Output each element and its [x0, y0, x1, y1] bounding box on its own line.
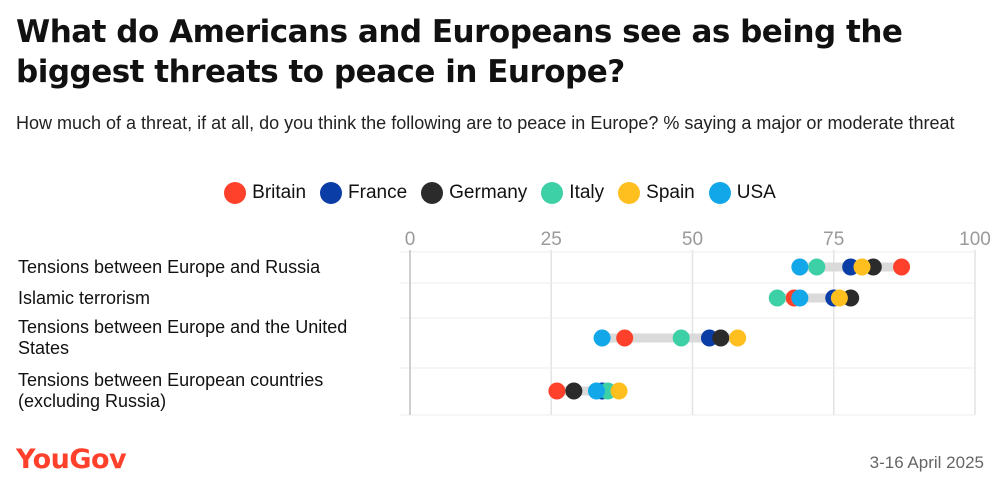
legend-label: Italy	[569, 182, 605, 203]
legend-item-usa: USA	[708, 182, 776, 204]
chart-subtitle: How much of a threat, if at all, do you …	[16, 113, 955, 133]
x-tick-label: 50	[682, 229, 703, 250]
legend-item-france: France	[320, 182, 407, 204]
legend-label: Britain	[252, 182, 307, 203]
data-point-usa	[791, 258, 809, 276]
data-point-italy	[808, 258, 826, 276]
legend-item-germany: Germany	[421, 182, 527, 204]
legend-item-italy: Italy	[541, 182, 604, 204]
data-point-germany	[712, 329, 730, 347]
data-point-britain	[548, 382, 566, 400]
data-point-usa	[791, 289, 809, 307]
legend-label: USA	[736, 182, 776, 203]
data-point-spain	[853, 258, 871, 276]
row-label: Tensions between Europe and Russia	[18, 257, 321, 277]
legend-label: France	[348, 182, 408, 203]
x-tick-label: 25	[541, 229, 562, 250]
yougov-logo: YouGov	[16, 444, 127, 475]
source-date: 3-16 April 2025	[869, 453, 984, 472]
data-point-usa	[587, 382, 605, 400]
data-point-usa	[593, 329, 611, 347]
legend-swatch	[320, 182, 343, 204]
data-point-germany	[565, 382, 583, 400]
legend-label: Spain	[646, 182, 695, 203]
x-tick-label: 100	[959, 229, 991, 250]
row-label: Tensions between European countries (exc…	[18, 370, 324, 411]
legend-swatch	[618, 182, 641, 204]
legend: Britain France Germany Italy Spain USA	[0, 178, 1000, 208]
legend-item-britain: Britain	[224, 182, 306, 204]
data-point-britain	[616, 329, 634, 347]
row-label: Tensions between Europe and the United S…	[18, 317, 348, 358]
data-point-spain	[610, 382, 628, 400]
legend-item-spain: Spain	[618, 182, 695, 204]
data-point-italy	[672, 329, 690, 347]
data-point-italy	[768, 289, 786, 307]
legend-label: Germany	[449, 182, 528, 203]
dot-plot: 0 25 50 75 100	[400, 229, 991, 416]
legend-swatch	[224, 182, 247, 204]
legend-swatch	[708, 182, 731, 204]
data-point-britain	[893, 258, 911, 276]
legend-swatch	[541, 182, 564, 204]
legend-swatch	[421, 182, 444, 204]
x-tick-label: 75	[823, 229, 844, 250]
x-tick-label: 0	[405, 229, 416, 250]
row-label: Islamic terrorism	[18, 288, 151, 308]
chart-title: What do Americans and Europeans see as b…	[16, 14, 903, 90]
data-point-spain	[729, 329, 747, 347]
data-point-spain	[830, 289, 848, 307]
